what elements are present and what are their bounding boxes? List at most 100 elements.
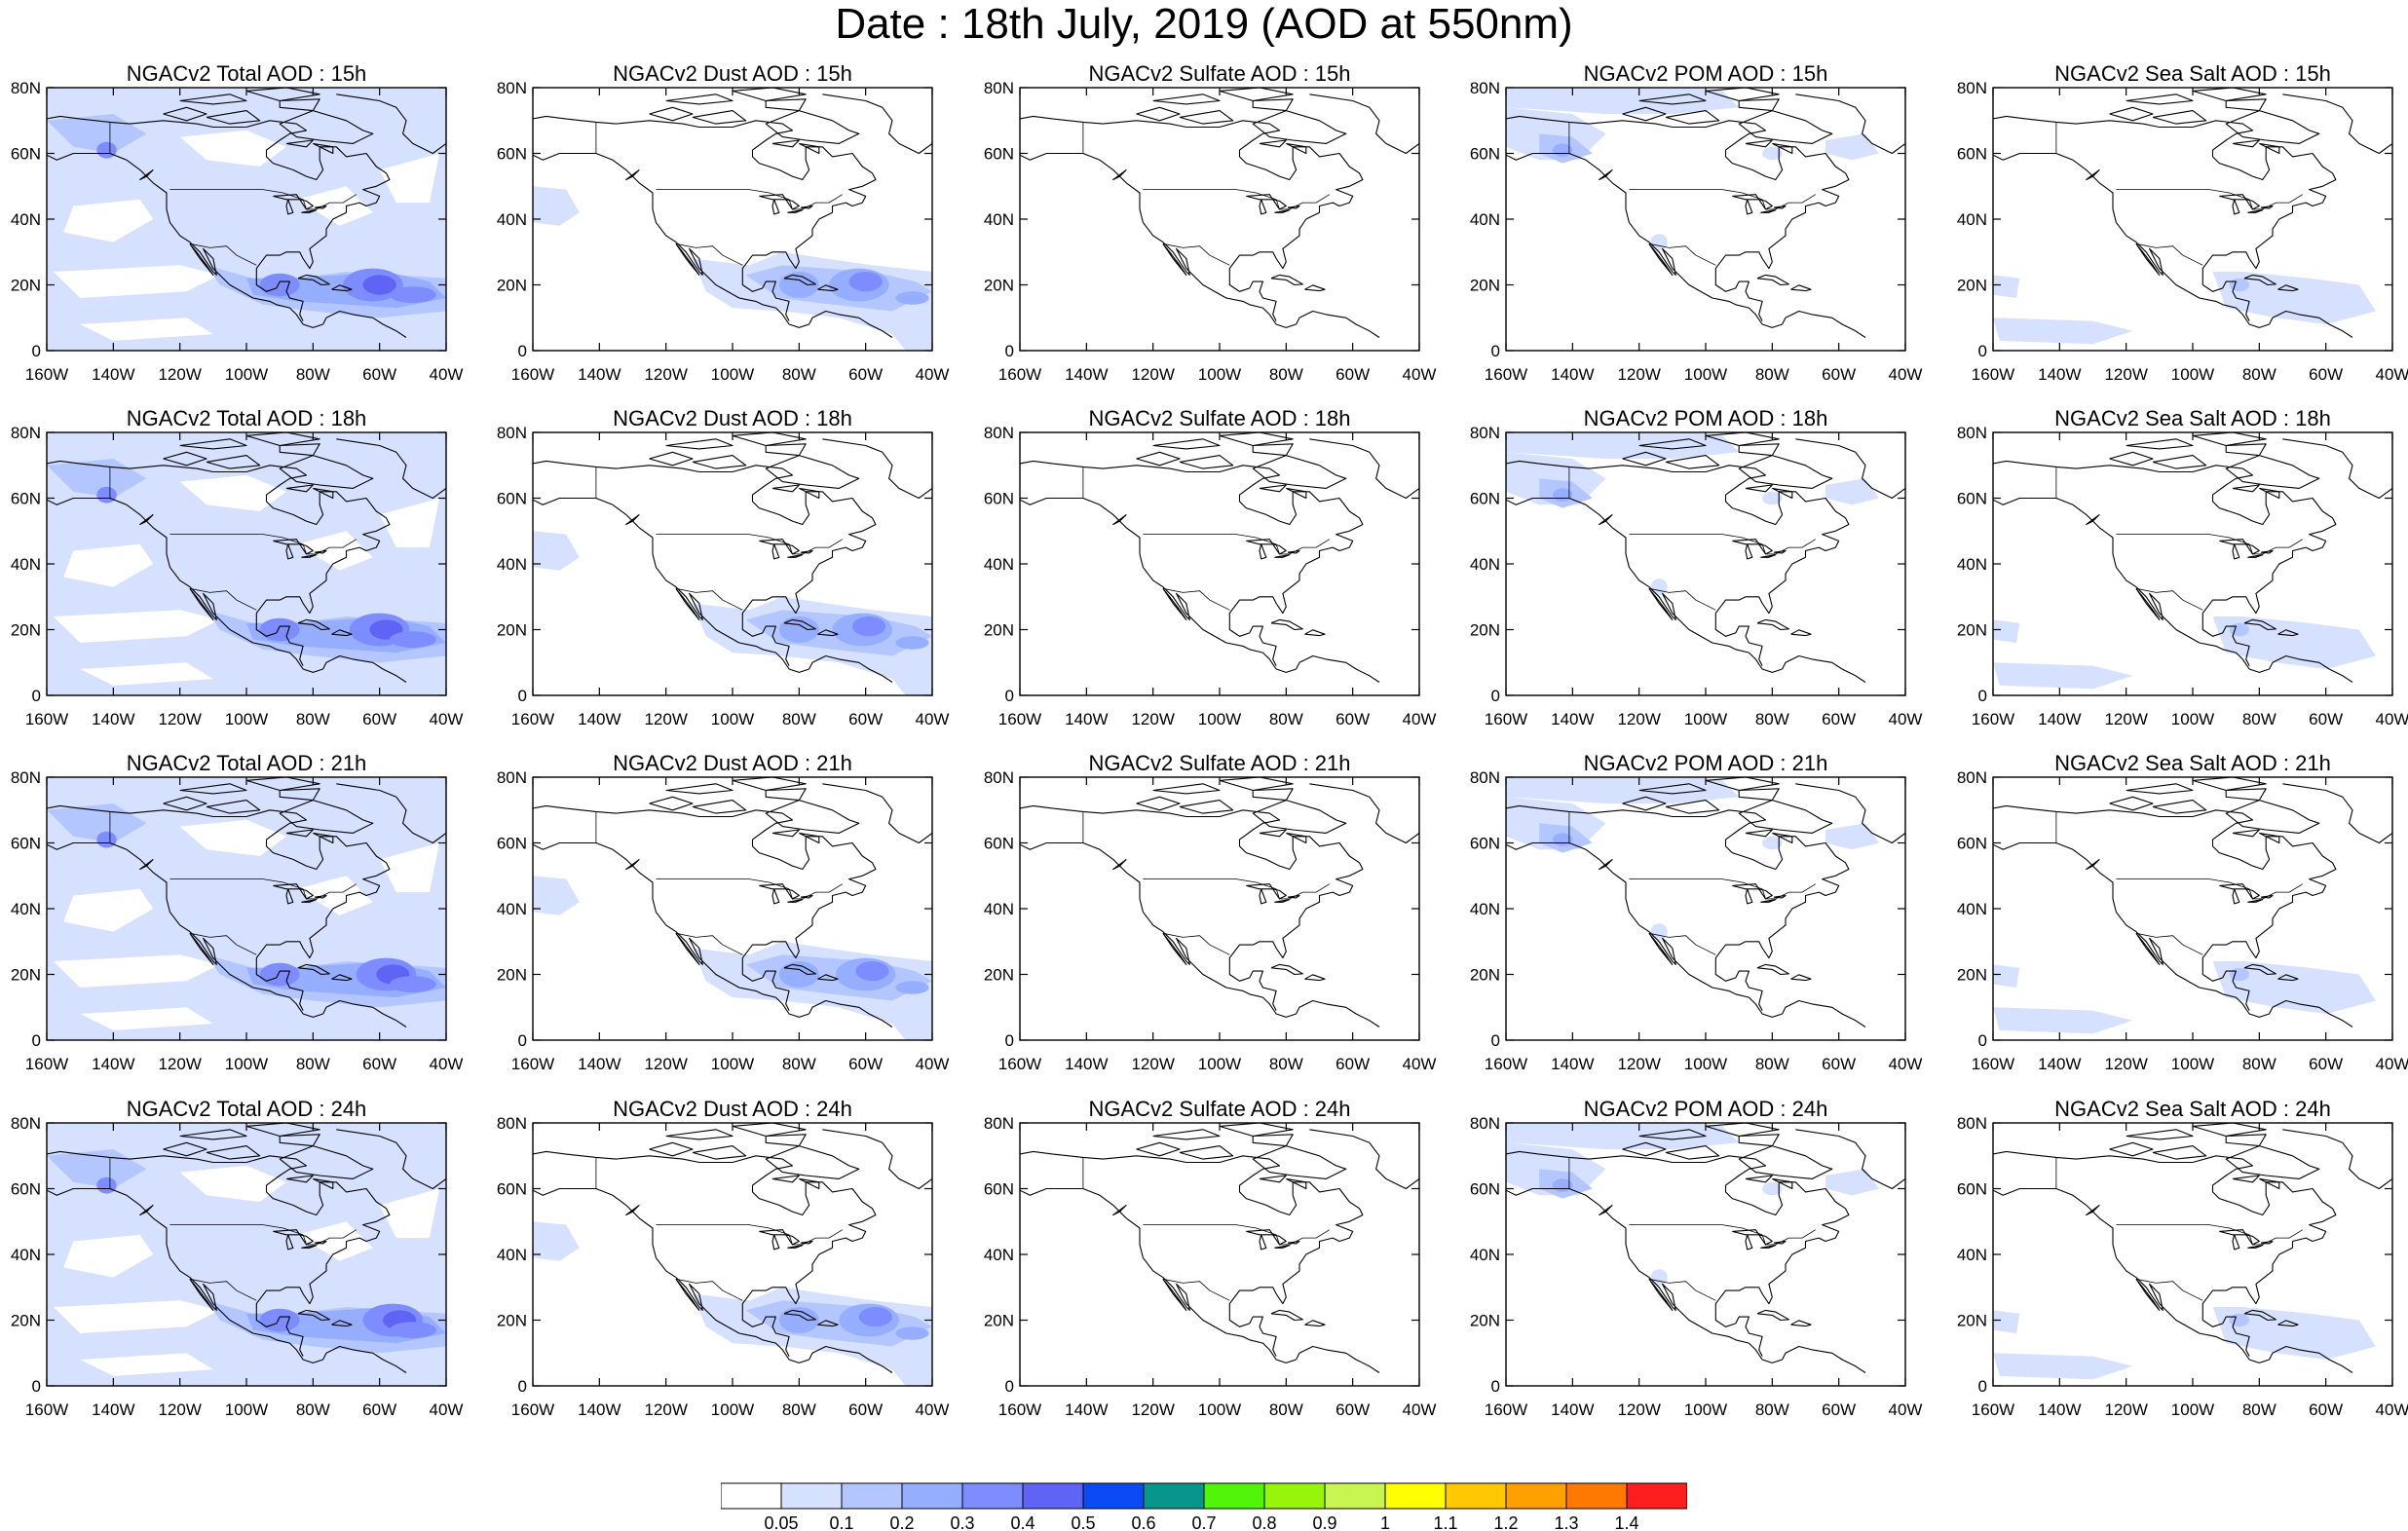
lat-tick-label: 40N xyxy=(1957,210,1987,229)
map-plot: 160W 140W 120W 100W 80W 60W 40W 0 20N 40N 60N 80N xyxy=(984,79,1437,384)
aod-pom-region xyxy=(1650,1269,1668,1287)
aod-clear-region xyxy=(179,1165,286,1202)
colorbar-label: 0.1 xyxy=(829,1513,853,1531)
colorbar: 0.05 0.1 0.2 0.3 0.4 0.5 0.6 0.7 0.8 0.9 1 1.1 1.2 1.… xyxy=(721,1482,1687,1531)
map-plot: 160W 140W 120W 100W 80W 60W 40W 0 20N 40N 60N 80N xyxy=(11,768,464,1073)
lon-tick-label: 100W xyxy=(1684,365,1727,384)
lon-tick-label: 120W xyxy=(644,710,687,728)
aod-core xyxy=(259,962,300,987)
lat-tick-label: 20N xyxy=(984,621,1014,640)
lat-tick-label: 0 xyxy=(1491,1031,1500,1050)
colorbar-box xyxy=(1203,1482,1265,1510)
aod-clear-region xyxy=(179,130,286,167)
lon-tick-label: 100W xyxy=(225,710,268,728)
lon-tick-label: 60W xyxy=(848,1400,883,1419)
lat-tick-label: 40N xyxy=(984,900,1014,918)
lon-tick-label: 80W xyxy=(296,1055,330,1073)
panel-title: NGACv2 Sea Salt AOD : 18h xyxy=(2054,406,2331,430)
aod-seasalt-core xyxy=(2229,1313,2250,1327)
aod-pom-region xyxy=(1762,1181,1783,1196)
aod-smoke-core xyxy=(96,831,117,848)
colorbar-box xyxy=(1143,1482,1205,1510)
panel-title: NGACv2 POM AOD : 24h xyxy=(1583,1097,1828,1121)
aod-seasalt-region xyxy=(1993,1007,2133,1034)
map-plot: 160W 140W 120W 100W 80W 60W 40W 0 20N 40N 60N 80N xyxy=(497,424,950,728)
panel-title: NGACv2 Dust AOD : 24h xyxy=(613,1097,852,1121)
lat-tick-label: 40N xyxy=(984,1246,1014,1264)
lat-tick-label: 40N xyxy=(984,555,1014,574)
lon-tick-label: 40W xyxy=(430,365,464,384)
lat-tick-label: 0 xyxy=(1005,687,1014,705)
colorbar-label: 0.7 xyxy=(1191,1513,1216,1531)
lon-tick-label: 80W xyxy=(1755,710,1789,728)
aod-seasalt-region xyxy=(1993,275,2020,298)
aod-core xyxy=(389,976,436,993)
lon-tick-label: 100W xyxy=(225,365,268,384)
map-plot: 160W 140W 120W 100W 80W 60W 40W 0 20N 40N 60N 80N xyxy=(497,1114,950,1419)
lon-tick-label: 60W xyxy=(1336,1055,1370,1073)
map-plot: 160W 140W 120W 100W 80W 60W 40W 0 20N 40N 60N 80N xyxy=(11,424,464,728)
lon-tick-label: 140W xyxy=(1551,710,1594,728)
lon-tick-label: 60W xyxy=(2309,1055,2343,1073)
lon-tick-label: 140W xyxy=(92,365,134,384)
aod-dust-core xyxy=(855,961,889,982)
panel-title: NGACv2 POM AOD : 21h xyxy=(1583,751,1828,775)
lon-tick-label: 160W xyxy=(998,1400,1041,1419)
lat-tick-label: 60N xyxy=(1470,835,1500,853)
lon-tick-label: 100W xyxy=(2171,365,2214,384)
lon-tick-label: 40W xyxy=(2376,1400,2408,1419)
map-panel-sulfate-18h: NGACv2 Sulfate AOD : 18h 160W 140W 120W 100W… xyxy=(984,405,1437,734)
lat-tick-label: 80N xyxy=(11,79,41,97)
lon-tick-label: 80W xyxy=(1755,1400,1789,1419)
aod-clear-region xyxy=(53,610,220,643)
lon-tick-label: 40W xyxy=(430,1055,464,1073)
aod-clear-region xyxy=(179,474,286,511)
lon-tick-label: 80W xyxy=(1269,710,1303,728)
lat-tick-label: 60N xyxy=(11,145,41,164)
aod-smoke-region xyxy=(47,459,147,499)
colorbar-box xyxy=(1384,1482,1447,1510)
lat-tick-label: 40N xyxy=(497,1246,527,1264)
lon-tick-label: 160W xyxy=(998,365,1041,384)
lon-tick-label: 160W xyxy=(1485,1055,1527,1073)
lon-tick-label: 160W xyxy=(25,1055,68,1073)
aod-seasalt-core xyxy=(2229,622,2250,637)
lat-tick-label: 80N xyxy=(984,768,1014,787)
panel-title: NGACv2 Sulfate AOD : 15h xyxy=(1088,61,1351,86)
lat-tick-label: 20N xyxy=(497,1312,527,1330)
lat-tick-label: 60N xyxy=(497,1180,527,1199)
map-plot: 160W 140W 120W 100W 80W 60W 40W 0 20N 40N 60N 80N xyxy=(984,1114,1437,1419)
map-panel-total-24h: NGACv2 Total AOD : 24h 160W 140W 120W 100W 80… xyxy=(11,1096,464,1425)
lat-tick-label: 40N xyxy=(11,210,41,229)
aod-clear-region xyxy=(80,317,213,341)
lon-tick-label: 40W xyxy=(1889,710,1923,728)
aod-pom-region xyxy=(1825,478,1879,505)
aod-pom-region xyxy=(1762,836,1783,850)
aod-dust-core xyxy=(778,272,819,298)
aod-dust-region xyxy=(533,876,580,915)
aod-pom-region xyxy=(1650,923,1668,941)
lat-tick-label: 80N xyxy=(11,768,41,787)
lat-tick-label: 40N xyxy=(1957,555,1987,574)
lon-tick-label: 120W xyxy=(1131,1400,1174,1419)
aod-dust-core xyxy=(895,291,929,305)
aod-seasalt-core xyxy=(2229,967,2250,982)
lon-tick-label: 120W xyxy=(158,365,201,384)
colorbar-label: 0.8 xyxy=(1252,1513,1276,1531)
lat-tick-label: 60N xyxy=(497,490,527,508)
colorbar-box xyxy=(1022,1482,1084,1510)
lon-tick-label: 120W xyxy=(644,365,687,384)
lat-tick-label: 20N xyxy=(11,1312,41,1330)
lat-tick-label: 80N xyxy=(11,1114,41,1133)
aod-smoke-region xyxy=(47,803,147,843)
lon-tick-label: 100W xyxy=(2171,1055,2214,1073)
lat-tick-label: 20N xyxy=(497,621,527,640)
map-plot: 160W 140W 120W 100W 80W 60W 40W 0 20N 40N 60N 80N xyxy=(984,424,1437,728)
map-plot: 160W 140W 120W 100W 80W 60W 40W 0 20N 40N 60N 80N xyxy=(1957,79,2408,384)
colorbar-box xyxy=(841,1482,903,1510)
lon-tick-label: 40W xyxy=(1403,710,1437,728)
lat-tick-label: 80N xyxy=(11,424,41,442)
lat-tick-label: 60N xyxy=(1957,145,1987,164)
lon-tick-label: 60W xyxy=(1822,365,1856,384)
panel-title: NGACv2 Total AOD : 24h xyxy=(126,1097,367,1121)
